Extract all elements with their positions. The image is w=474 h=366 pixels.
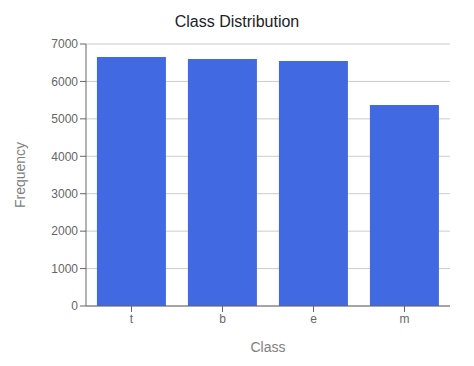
svg-text:1000: 1000 bbox=[51, 262, 78, 276]
svg-text:Class: Class bbox=[250, 339, 285, 355]
svg-text:e: e bbox=[310, 312, 317, 326]
html-text:Class Distribution: Class Distribution bbox=[174, 13, 300, 30]
svg-text:5000: 5000 bbox=[51, 112, 78, 126]
svg-text:6000: 6000 bbox=[51, 75, 78, 89]
svg-text:4000: 4000 bbox=[51, 150, 78, 164]
svg-text:Frequency: Frequency bbox=[12, 142, 28, 208]
svg-text:2000: 2000 bbox=[51, 224, 78, 238]
svg-text:7000: 7000 bbox=[51, 37, 78, 51]
svg-text:0: 0 bbox=[71, 299, 78, 313]
svg-text:m: m bbox=[400, 312, 410, 326]
svg-text:3000: 3000 bbox=[51, 187, 78, 201]
svg-text:b: b bbox=[219, 312, 226, 326]
svg-text:t: t bbox=[130, 312, 134, 326]
